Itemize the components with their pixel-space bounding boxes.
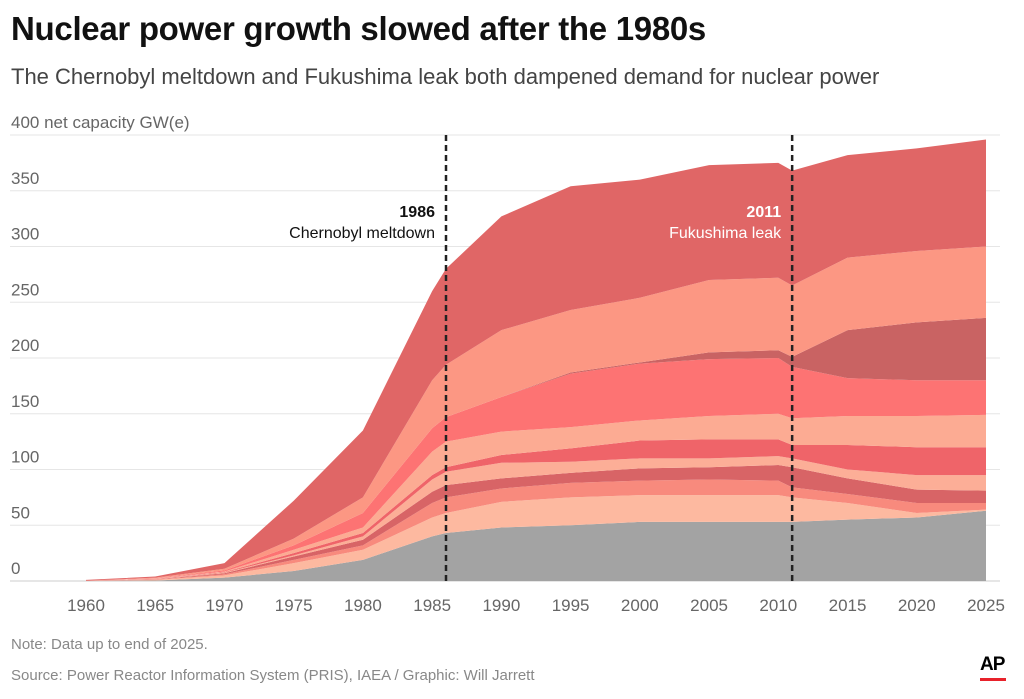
annotation-label: Chernobyl meltdown bbox=[289, 225, 435, 242]
x-tick-label: 2025 bbox=[967, 596, 1005, 615]
area-layer-8 bbox=[86, 358, 986, 581]
area-layer-1 bbox=[86, 510, 986, 581]
x-tick-label: 1970 bbox=[206, 596, 244, 615]
x-tick-label: 1960 bbox=[67, 596, 105, 615]
area-layer-10 bbox=[86, 246, 986, 581]
x-tick-label: 2015 bbox=[829, 596, 867, 615]
y-tick-label: 50 bbox=[11, 503, 30, 522]
x-tick-label: 2000 bbox=[621, 596, 659, 615]
chart-note: Note: Data up to end of 2025. bbox=[11, 636, 208, 653]
x-tick-label: 1990 bbox=[482, 596, 520, 615]
x-tick-label: 1975 bbox=[275, 596, 313, 615]
x-tick-label: 2010 bbox=[759, 596, 797, 615]
x-tick-label: 1980 bbox=[344, 596, 382, 615]
x-tick-label: 2005 bbox=[690, 596, 728, 615]
annotation-year: 2011 bbox=[746, 204, 781, 221]
chart-source: Source: Power Reactor Information System… bbox=[11, 667, 535, 684]
y-tick-label: 200 bbox=[11, 336, 39, 355]
chart-title: Nuclear power growth slowed after the 19… bbox=[11, 10, 706, 47]
y-tick-label: 0 bbox=[11, 559, 20, 578]
y-tick-label: 350 bbox=[11, 169, 39, 188]
x-tick-label: 1995 bbox=[552, 596, 590, 615]
area-layer-9 bbox=[86, 317, 986, 581]
x-tick-label: 2020 bbox=[898, 596, 936, 615]
y-tick-label: 400 net capacity GW(e) bbox=[11, 113, 190, 132]
y-tick-label: 250 bbox=[11, 280, 39, 299]
x-tick-label: 1965 bbox=[136, 596, 174, 615]
annotation-label: Fukushima leak bbox=[669, 225, 782, 242]
chart-subtitle: The Chernobyl meltdown and Fukushima lea… bbox=[11, 64, 880, 89]
area-layer-11 bbox=[86, 139, 986, 581]
annotation-year: 1986 bbox=[399, 204, 435, 221]
y-tick-label: 150 bbox=[11, 392, 39, 411]
area-layer-6 bbox=[86, 439, 986, 581]
area-layer-7 bbox=[86, 413, 986, 581]
area-layer-2 bbox=[86, 495, 986, 581]
ap-logo-bar bbox=[980, 678, 1006, 681]
y-tick-label: 300 bbox=[11, 225, 39, 244]
ap-logo: AP bbox=[980, 654, 1005, 675]
y-tick-label: 100 bbox=[11, 448, 39, 467]
x-tick-label: 1985 bbox=[413, 596, 451, 615]
